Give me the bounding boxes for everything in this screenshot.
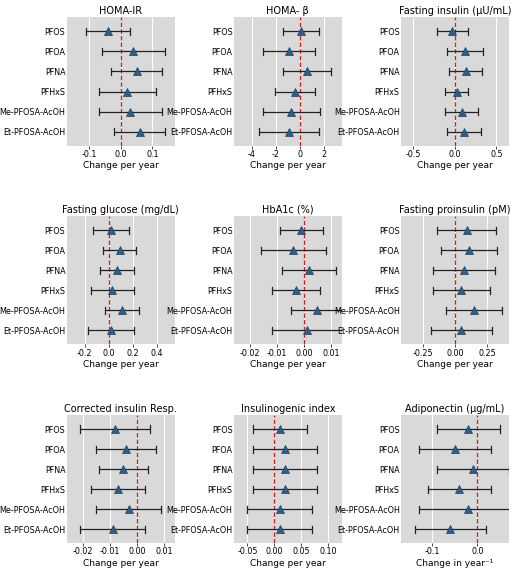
Title: HOMA- β: HOMA- β [266,6,309,16]
Title: Corrected insulin Resp.: Corrected insulin Resp. [64,403,177,414]
Title: Insulinogenic index: Insulinogenic index [241,403,335,414]
X-axis label: Change per year: Change per year [83,558,159,568]
X-axis label: Change per year: Change per year [83,360,159,369]
X-axis label: Change per year: Change per year [250,360,326,369]
Title: HbA1c (%): HbA1c (%) [262,205,314,214]
Title: Fasting insulin (µU/mL): Fasting insulin (µU/mL) [399,6,511,16]
X-axis label: Change per year: Change per year [250,161,326,170]
Title: HOMA-IR: HOMA-IR [99,6,142,16]
X-axis label: Change per year: Change per year [83,161,159,170]
X-axis label: Change per year: Change per year [417,161,493,170]
X-axis label: Change per year: Change per year [250,558,326,568]
X-axis label: Change in year⁻¹: Change in year⁻¹ [416,558,493,568]
Title: Fasting proinsulin (pM): Fasting proinsulin (pM) [399,205,511,214]
X-axis label: Change per year: Change per year [417,360,493,369]
Title: Adiponectin (µg/mL): Adiponectin (µg/mL) [405,403,505,414]
Title: Fasting glucose (mg/dL): Fasting glucose (mg/dL) [62,205,179,214]
